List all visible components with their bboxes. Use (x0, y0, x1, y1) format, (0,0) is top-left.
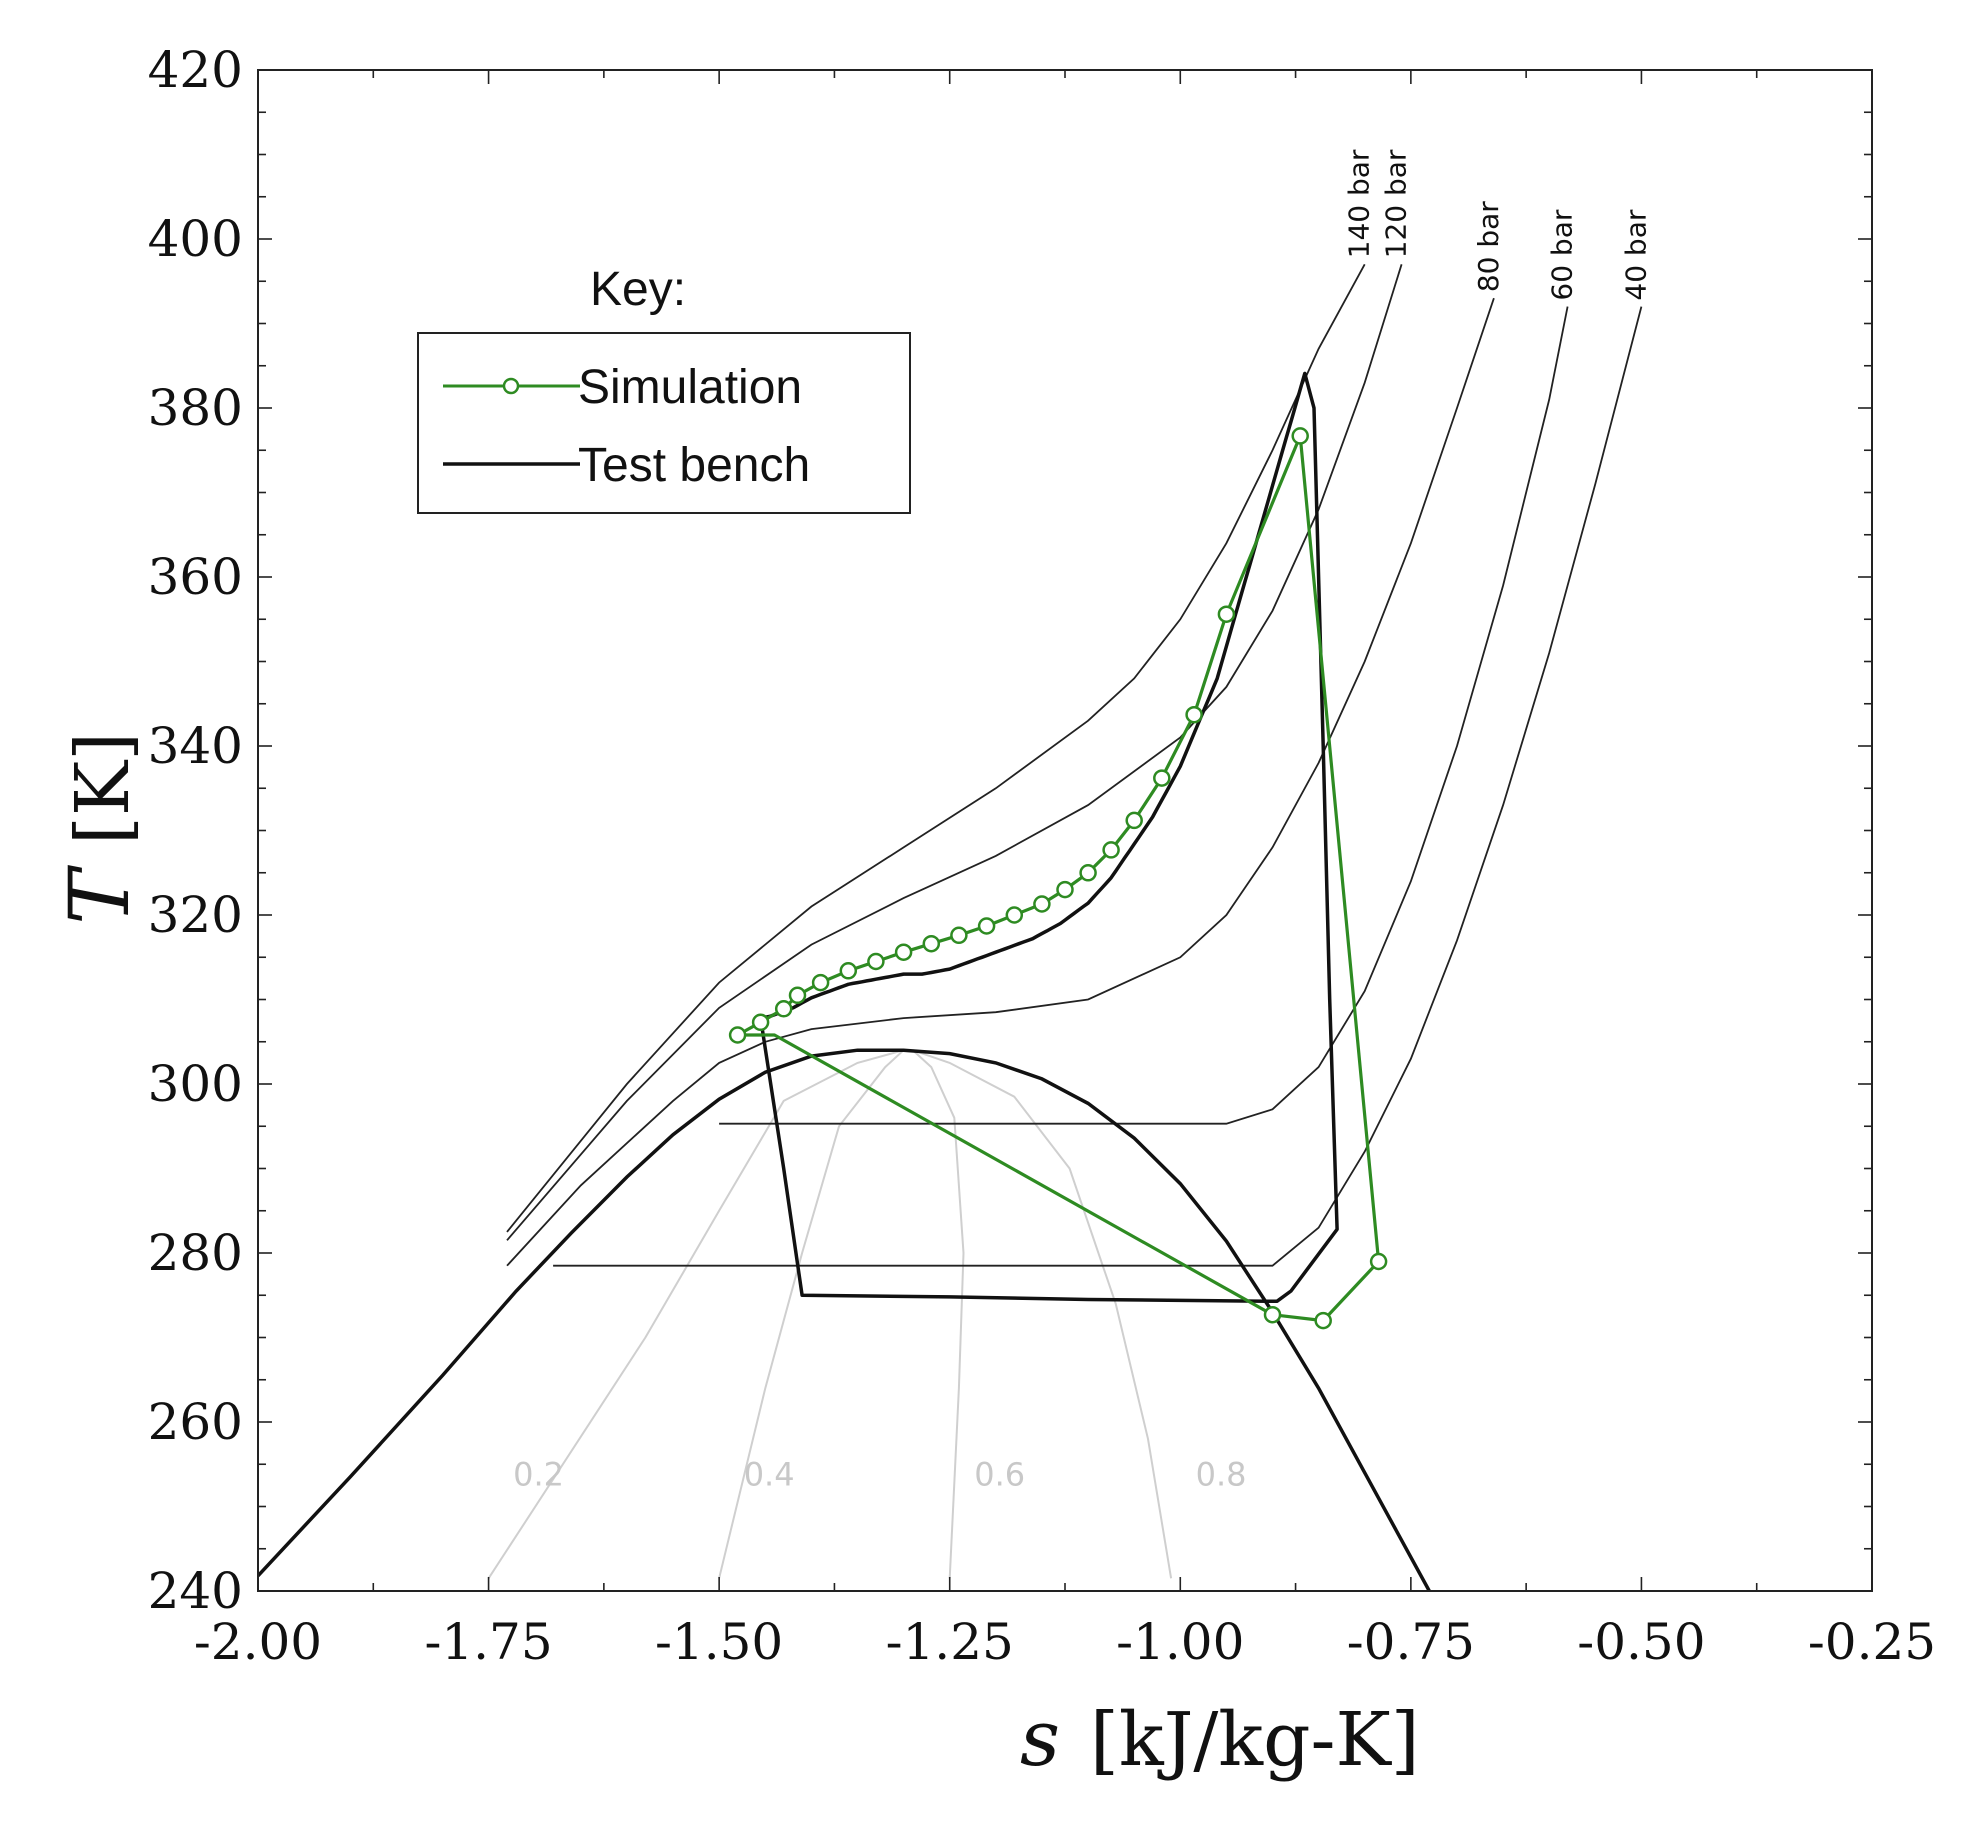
x-tick-label: -1.25 (886, 1613, 1014, 1671)
x-tick-label: -0.75 (1347, 1613, 1475, 1671)
y-tick-label: 360 (148, 548, 243, 606)
isobar-140-bar (506, 263, 1366, 1233)
simulation-point (1005, 906, 1024, 924)
legend-testbench-label: Test bench (578, 439, 810, 492)
simulation-point (1291, 427, 1309, 445)
quality-line-0.4 (718, 1049, 905, 1579)
y-tick-labels: 240 260 280 300 320 340 360 380 400 420 (148, 41, 243, 1620)
simulation-point (1079, 864, 1097, 882)
y-tick-label: 340 (148, 717, 243, 775)
x-tick-label: -1.00 (1116, 1613, 1244, 1671)
x-axis-title: s (1020, 1694, 1060, 1784)
x-tick-label: -2.00 (194, 1613, 322, 1671)
isobar-80-bar (506, 297, 1495, 1267)
quality-line-0.8 (912, 1049, 1173, 1579)
quality-label: 0.4 (744, 1455, 795, 1493)
simulation-point (1033, 895, 1051, 913)
x-tick-label: -1.75 (424, 1613, 552, 1671)
x-tick-label: -0.25 (1808, 1613, 1936, 1671)
series-simulation (736, 434, 1381, 1323)
isobar-120-bar (506, 264, 1403, 1241)
simulation-point (839, 962, 858, 980)
simulation-point (1125, 811, 1143, 830)
y-tick-label: 380 (148, 379, 243, 437)
simulation-point (1185, 705, 1203, 724)
legend-title: Key: (590, 263, 686, 316)
legend-simulation-label: Simulation (578, 361, 802, 414)
quality-lines (487, 1049, 1173, 1579)
quality-label: 0.2 (513, 1455, 564, 1493)
simulation-point (867, 952, 885, 971)
axis-ticks (257, 69, 1873, 1592)
simulation-point (1153, 769, 1171, 787)
legend-box (417, 332, 911, 514)
simulation-point (788, 986, 807, 1005)
simulation-point (950, 926, 968, 945)
y-tick-label: 420 (148, 41, 243, 99)
simulation-point (774, 1000, 793, 1018)
y-tick-label: 280 (148, 1224, 243, 1282)
simulation-point (751, 1013, 770, 1032)
y-tick-label: 240 (148, 1562, 243, 1620)
simulation-point (1102, 841, 1120, 859)
simulation-point (1217, 605, 1236, 623)
simulation-point (894, 943, 913, 961)
y-tick-label: 260 (148, 1393, 243, 1451)
y-tick-label: 300 (148, 1055, 243, 1113)
isobar-40-bar (553, 306, 1643, 1267)
saturation-dome-curve (258, 1048, 1431, 1591)
quality-labels: 0.2 0.4 0.6 0.8 (513, 1455, 1246, 1493)
y-axis-title-group: T [K] (53, 732, 148, 925)
quality-label: 0.8 (1196, 1455, 1247, 1493)
x-axis-unit: [kJ/kg-K] (1090, 1697, 1420, 1783)
x-tick-label: -0.50 (1577, 1613, 1705, 1671)
series (728, 371, 1388, 1330)
isobar-label: 120 bar (1380, 149, 1413, 258)
simulation-point (1369, 1252, 1388, 1271)
isobar-labels: 140 bar 120 bar 80 bar 60 bar 40 bar (1343, 149, 1653, 301)
y-tick-label: 320 (148, 886, 243, 944)
simulation-point (1314, 1311, 1332, 1330)
legend-simulation-marker (502, 377, 520, 395)
simulation-point (1263, 1305, 1282, 1324)
isobars (506, 263, 1643, 1267)
y-tick-label: 400 (148, 210, 243, 268)
x-tick-label: -1.50 (655, 1613, 783, 1671)
y-axis-unit: [K] (60, 732, 146, 845)
simulation-point (922, 934, 941, 953)
isobar-label: 80 bar (1472, 201, 1505, 292)
x-tick-labels: -2.00 -1.75 -1.50 -1.25 -1.00 -0.75 -0.50 -0.25 (194, 1613, 1936, 1671)
simulation-point (977, 917, 996, 935)
isobar-label: 60 bar (1546, 209, 1579, 300)
isobar-60-bar (719, 306, 1569, 1125)
isobar-label: 140 bar (1343, 149, 1376, 258)
quality-line-0.2 (487, 1049, 904, 1579)
simulation-point (811, 973, 830, 992)
simulation-point (728, 1026, 747, 1044)
quality-line-0.6 (912, 1049, 965, 1579)
saturation-dome (258, 1048, 1431, 1591)
quality-label: 0.6 (974, 1455, 1025, 1493)
isobar-label: 40 bar (1619, 209, 1652, 300)
y-axis-title: T (53, 865, 148, 925)
simulation-point (1056, 880, 1074, 899)
